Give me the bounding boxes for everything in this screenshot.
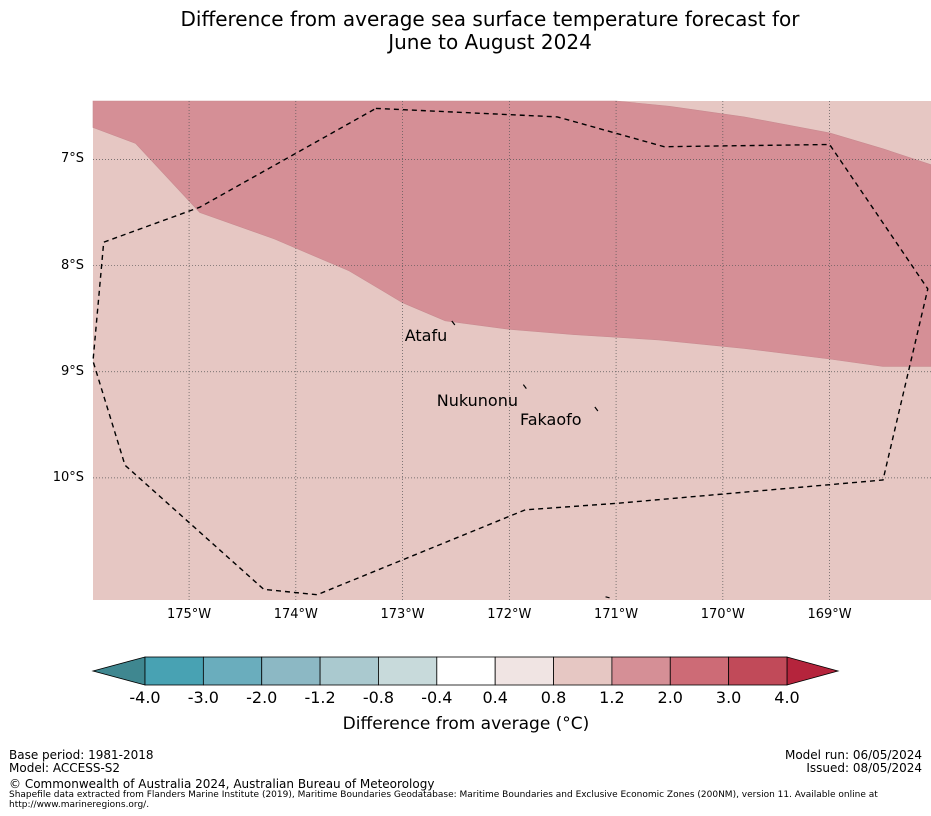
colorbar-tick-label: -1.2 (304, 688, 336, 707)
lon-tick-label: 169°W (807, 607, 852, 622)
colorbar-bin (436, 656, 496, 686)
atoll-mark (594, 406, 599, 412)
colorbar-bin (261, 656, 321, 686)
model-run: Model run: 06/05/2024 (784, 748, 922, 762)
colorbar-tick-label: 1.2 (599, 688, 625, 707)
lon-tick-label: 174°W (273, 607, 318, 622)
copyright: © Commonwealth of Australia 2024, Austra… (9, 777, 435, 791)
title-line-2: June to August 2024 (388, 30, 592, 54)
place-label: Atafu (404, 325, 448, 345)
lon-tick-label: 170°W (700, 607, 745, 622)
shapefile-note: Shapefile data extracted from Flanders M… (9, 790, 878, 810)
reef-mark (605, 596, 610, 599)
lon-tick-label: 171°W (593, 607, 639, 622)
colorbar-tick-label: 2.0 (657, 688, 683, 707)
lat-tick-label: 9°S (60, 363, 84, 379)
lon-tick-label: 175°W (166, 607, 212, 622)
colorbar-low-extend (91, 656, 146, 686)
colorbar-high-extend (786, 656, 840, 686)
colorbar-bin (611, 656, 671, 686)
colorbar-bin (378, 656, 438, 686)
sst-warm-region (92, 100, 931, 367)
issued-date: Issued: 08/05/2024 (806, 761, 922, 775)
lon-tick-label: 173°W (380, 607, 425, 622)
colorbar-tick-label: -3.0 (187, 688, 219, 707)
colorbar-tick-label: -2.0 (246, 688, 278, 707)
model-name: Model: ACCESS-S2 (9, 761, 121, 775)
lat-tick-label: 10°S (52, 469, 84, 485)
colorbar-bin (728, 656, 788, 686)
base-period: Base period: 1981-2018 (9, 748, 154, 762)
title-line-1: Difference from average sea surface temp… (180, 7, 800, 31)
colorbar-label: Difference from average (°C) (342, 714, 590, 734)
colorbar-tick-label: 0.8 (540, 688, 567, 707)
atoll-mark (522, 384, 527, 390)
colorbar-tick-label: -4.0 (129, 688, 161, 707)
eez-boundary (92, 107, 929, 596)
lon-tick-label: 172°W (487, 607, 532, 622)
colorbar-bin (553, 656, 613, 686)
colorbar-tick-label: 3.0 (715, 688, 742, 707)
place-label: Nukunonu (436, 391, 518, 411)
colorbar-tick-label: 4.0 (774, 688, 800, 707)
lat-tick-label: 8°S (60, 257, 84, 273)
colorbar-tick-label: -0.8 (362, 688, 395, 707)
lat-tick-label: 7°S (60, 151, 84, 167)
colorbar-bin (669, 656, 730, 686)
colorbar-bin (319, 656, 379, 686)
colorbar-bin (494, 656, 554, 686)
atoll-mark (451, 320, 456, 326)
place-label: Fakaofo (520, 409, 582, 429)
colorbar-tick-label: 0.4 (482, 688, 508, 707)
colorbar-bin (202, 656, 263, 686)
colorbar-tick-label: -0.4 (421, 688, 453, 707)
colorbar-bin (144, 656, 204, 686)
chart-title: Difference from average sea surface temp… (0, 8, 931, 54)
